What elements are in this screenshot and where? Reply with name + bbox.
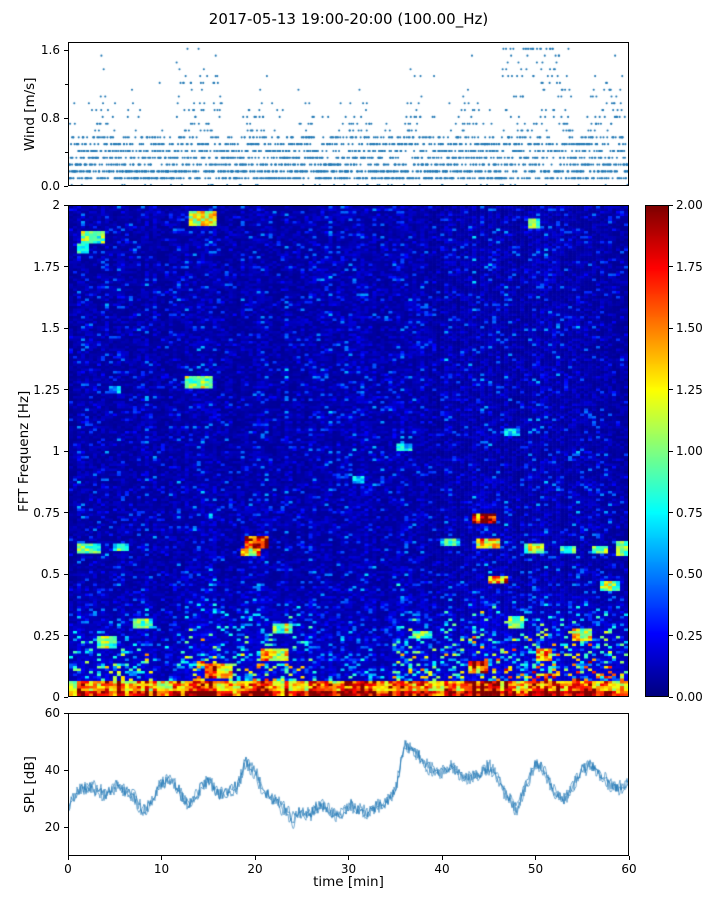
colorbar-canvas <box>646 206 668 696</box>
y-tick-mark <box>64 117 68 119</box>
y-tick-mark <box>64 204 68 206</box>
x-tick-mark <box>161 856 162 860</box>
x-tick-mark <box>535 856 536 860</box>
spectrogram-panel <box>68 205 629 697</box>
colorbar-tick-mark <box>669 635 673 636</box>
y-tick-label: 1.25 <box>33 382 60 397</box>
y-tick-mark <box>64 266 68 267</box>
y-minor-tick-mark <box>65 83 68 85</box>
y-tick-label: 0 <box>52 690 60 704</box>
y-tick-mark <box>64 696 68 698</box>
y-tick-mark <box>64 389 68 390</box>
figure-title: 2017-05-13 19:00-20:00 (100.00_Hz) <box>208 10 489 28</box>
spl-axis-label: SPL [dB] <box>22 756 38 813</box>
y-tick-label: 1.6 <box>40 43 60 58</box>
colorbar-tick-label: 1.75 <box>676 259 703 274</box>
time-axis-label: time [min] <box>313 874 384 890</box>
colorbar-tick-mark <box>669 266 673 267</box>
colorbar-tick-mark <box>669 204 673 206</box>
y-tick-label: 1.75 <box>33 259 60 274</box>
y-tick-mark <box>64 512 68 513</box>
x-tick-label: 50 <box>527 862 544 876</box>
y-tick-label: 1 <box>52 444 60 458</box>
colorbar-tick-label: 0.00 <box>676 690 703 704</box>
y-tick-mark <box>64 635 68 636</box>
x-tick-label: 30 <box>340 862 357 876</box>
x-tick-mark <box>348 856 349 860</box>
colorbar-tick-label: 0.25 <box>676 628 703 643</box>
y-tick-label: 0.25 <box>33 628 60 643</box>
colorbar <box>645 205 669 697</box>
wind-scatter-panel <box>68 42 629 186</box>
x-tick-label: 60 <box>621 862 637 876</box>
y-tick-mark <box>64 185 68 187</box>
colorbar-tick-label: 0.50 <box>676 567 703 581</box>
y-tick-label: 20 <box>44 820 60 835</box>
y-tick-mark <box>64 712 68 714</box>
y-tick-label: 1.5 <box>40 321 60 335</box>
colorbar-tick-mark <box>669 327 673 329</box>
colorbar-tick-label: 1.50 <box>676 321 703 335</box>
colorbar-tick-mark <box>669 573 673 575</box>
colorbar-tick-label: 1.00 <box>676 444 703 458</box>
y-tick-label: 60 <box>44 706 60 720</box>
y-tick-mark <box>64 573 68 575</box>
x-tick-label: 0 <box>64 862 72 876</box>
y-tick-mark <box>64 327 68 329</box>
y-tick-label: 2 <box>52 198 60 212</box>
y-tick-mark <box>64 450 68 452</box>
x-tick-mark <box>628 856 630 860</box>
colorbar-tick-mark <box>669 389 673 390</box>
y-tick-mark <box>64 826 68 828</box>
y-tick-label: 0.0 <box>40 179 60 193</box>
y-tick-label: 40 <box>44 763 60 778</box>
spl-line-panel <box>68 713 629 856</box>
y-minor-tick-mark <box>65 151 68 153</box>
x-tick-mark <box>67 856 69 860</box>
colorbar-tick-label: 2.00 <box>676 198 703 212</box>
y-tick-label: 0.75 <box>33 505 60 520</box>
wind-scatter-canvas <box>69 43 628 185</box>
colorbar-tick-mark <box>669 450 673 452</box>
x-tick-mark <box>254 856 256 860</box>
x-tick-label: 10 <box>153 862 170 876</box>
x-tick-label: 40 <box>434 862 450 876</box>
spl-line-canvas <box>69 714 628 855</box>
x-tick-label: 20 <box>247 862 263 876</box>
y-tick-mark <box>64 769 68 771</box>
y-tick-mark <box>64 49 68 51</box>
spectrogram-canvas <box>69 206 628 696</box>
y-tick-label: 0.8 <box>40 111 60 126</box>
colorbar-tick-mark <box>669 696 673 698</box>
colorbar-tick-mark <box>669 512 673 513</box>
y-tick-label: 0.5 <box>40 567 60 581</box>
colorbar-tick-label: 0.75 <box>676 505 703 520</box>
x-tick-mark <box>441 856 443 860</box>
colorbar-tick-label: 1.25 <box>676 382 703 397</box>
